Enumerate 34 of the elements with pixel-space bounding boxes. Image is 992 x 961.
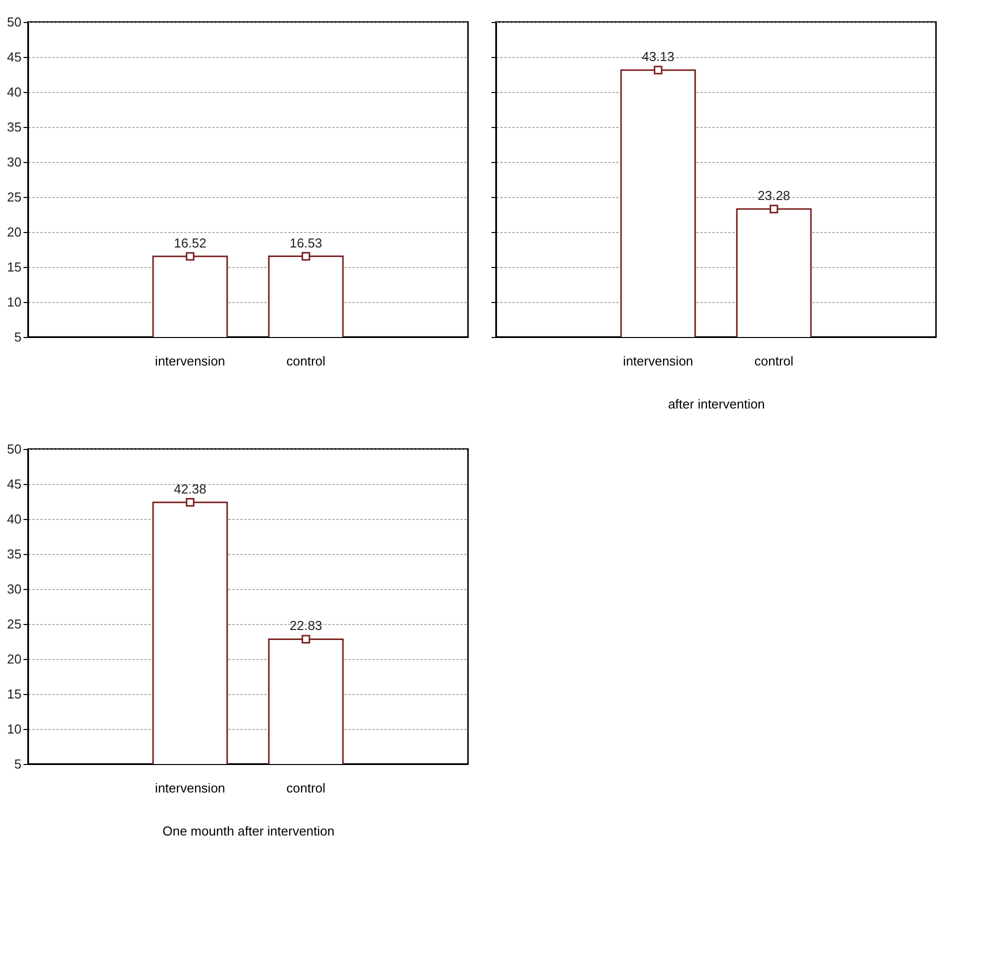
y-tick-label: 45 xyxy=(7,50,22,64)
x-axis-title: One mounth after intervention xyxy=(162,824,334,838)
y-tick-label: 35 xyxy=(7,546,22,562)
y-tick-label: 35 xyxy=(7,120,22,134)
data-label: 23.28 xyxy=(758,188,790,204)
y-tick-label: 20 xyxy=(7,652,22,666)
data-label: 43.13 xyxy=(642,49,674,64)
x-tick-label: intervension xyxy=(155,354,226,368)
data-label: 16.53 xyxy=(290,235,322,250)
data-label: 22.83 xyxy=(290,618,322,634)
y-tick-label: 10 xyxy=(7,294,22,310)
y-tick-label: 40 xyxy=(7,512,22,526)
y-tick-label: 25 xyxy=(7,616,22,632)
y-tick-label: 50 xyxy=(7,442,22,456)
x-tick-label: control xyxy=(286,354,326,368)
y-tick-label: 40 xyxy=(7,84,22,100)
y-tick-label: 25 xyxy=(7,190,22,204)
y-tick-label: 45 xyxy=(7,476,22,492)
x-tick-label: control xyxy=(754,354,794,368)
x-tick-label: control xyxy=(286,780,326,796)
y-tick-label: 30 xyxy=(7,582,22,596)
y-tick-label: 50 xyxy=(7,14,22,30)
x-tick-label: intervension xyxy=(155,780,226,796)
y-tick-label: 15 xyxy=(7,686,22,702)
data-label: 42.38 xyxy=(174,481,206,496)
y-tick-label: 5 xyxy=(14,330,22,344)
y-tick-label: 5 xyxy=(14,756,22,772)
y-tick-label: 15 xyxy=(7,260,22,274)
x-axis-title: after intervention xyxy=(668,396,765,412)
y-tick-label: 20 xyxy=(7,224,22,240)
y-tick-label: 30 xyxy=(7,154,22,170)
x-tick-label: intervension xyxy=(623,354,694,368)
y-tick-label: 10 xyxy=(7,722,22,736)
data-label: 16.52 xyxy=(174,235,206,250)
